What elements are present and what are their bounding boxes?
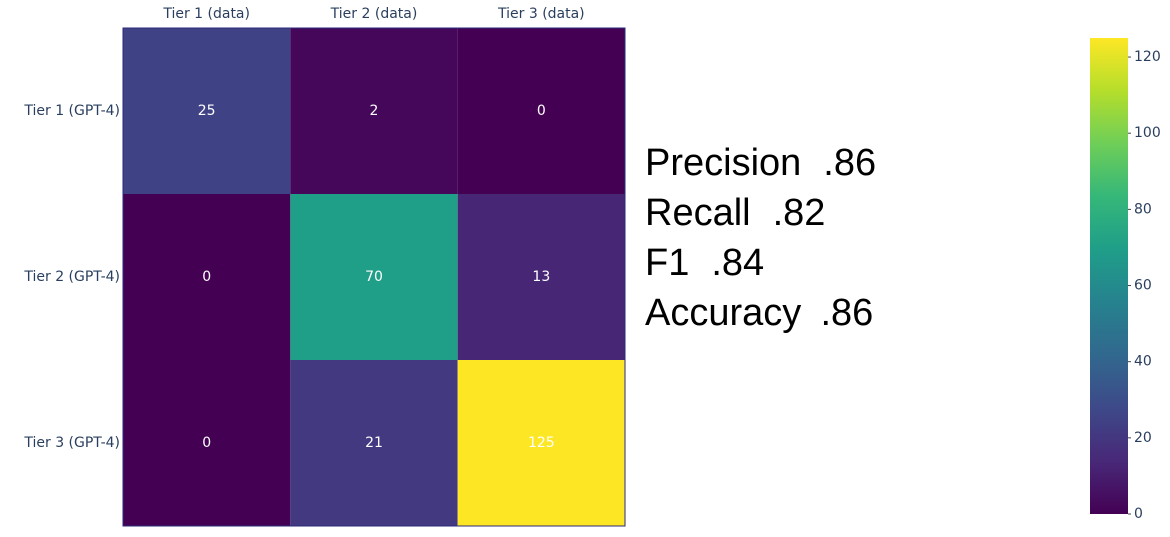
- metric: Accuracy .86: [645, 292, 873, 334]
- y-tick-label: Tier 2 (GPT-4): [23, 269, 120, 285]
- cell: [457, 194, 625, 360]
- cell: [123, 360, 291, 526]
- colorbar-tick-label: 0: [1134, 506, 1143, 522]
- cell: [290, 28, 458, 194]
- cell: [290, 194, 458, 360]
- metric-value: .86: [823, 142, 876, 184]
- colorbar-tick-label: 60: [1134, 278, 1152, 294]
- colorbar-tick-label: 40: [1134, 354, 1152, 370]
- cell: [123, 28, 291, 194]
- cell-label: 0: [202, 269, 211, 285]
- metric: Precision .86: [645, 142, 876, 184]
- colorbar-tick-label: 20: [1134, 430, 1152, 446]
- colorbar-tick-label: 120: [1134, 49, 1161, 65]
- cell: [457, 28, 625, 194]
- metric-label: Recall: [645, 192, 751, 234]
- colorbar-tick-label: 100: [1134, 125, 1161, 141]
- metric: Recall .82: [645, 192, 825, 234]
- cell-label: 13: [532, 269, 550, 285]
- cell-label: 21: [365, 435, 383, 451]
- x-tick-label: Tier 1 (data): [162, 6, 250, 22]
- metric-value: .84: [711, 242, 764, 284]
- x-tick-label: Tier 2 (data): [330, 6, 418, 22]
- metric: F1 .84: [645, 242, 764, 284]
- x-tick-label: Tier 3 (data): [497, 6, 585, 22]
- plot-border: [122, 27, 626, 527]
- cell: [457, 360, 625, 526]
- cell-label: 70: [365, 269, 383, 285]
- metric-label: Accuracy: [645, 292, 801, 334]
- cell-label: 2: [370, 103, 379, 119]
- y-tick-label: Tier 1 (GPT-4): [23, 103, 120, 119]
- cell: [123, 194, 291, 360]
- metric-value: .82: [773, 192, 826, 234]
- cell-label: 125: [528, 435, 555, 451]
- y-tick-label: Tier 3 (GPT-4): [23, 435, 120, 451]
- metric-label: Precision: [645, 142, 801, 184]
- metric-label: F1: [645, 242, 689, 284]
- cell-label: 0: [202, 435, 211, 451]
- cell-label: 0: [537, 103, 546, 119]
- colorbar-tick-label: 80: [1134, 201, 1152, 217]
- metric-value: .86: [820, 292, 873, 334]
- cell: [290, 360, 458, 526]
- cell-label: 25: [198, 103, 216, 119]
- colorbar: [1090, 38, 1128, 514]
